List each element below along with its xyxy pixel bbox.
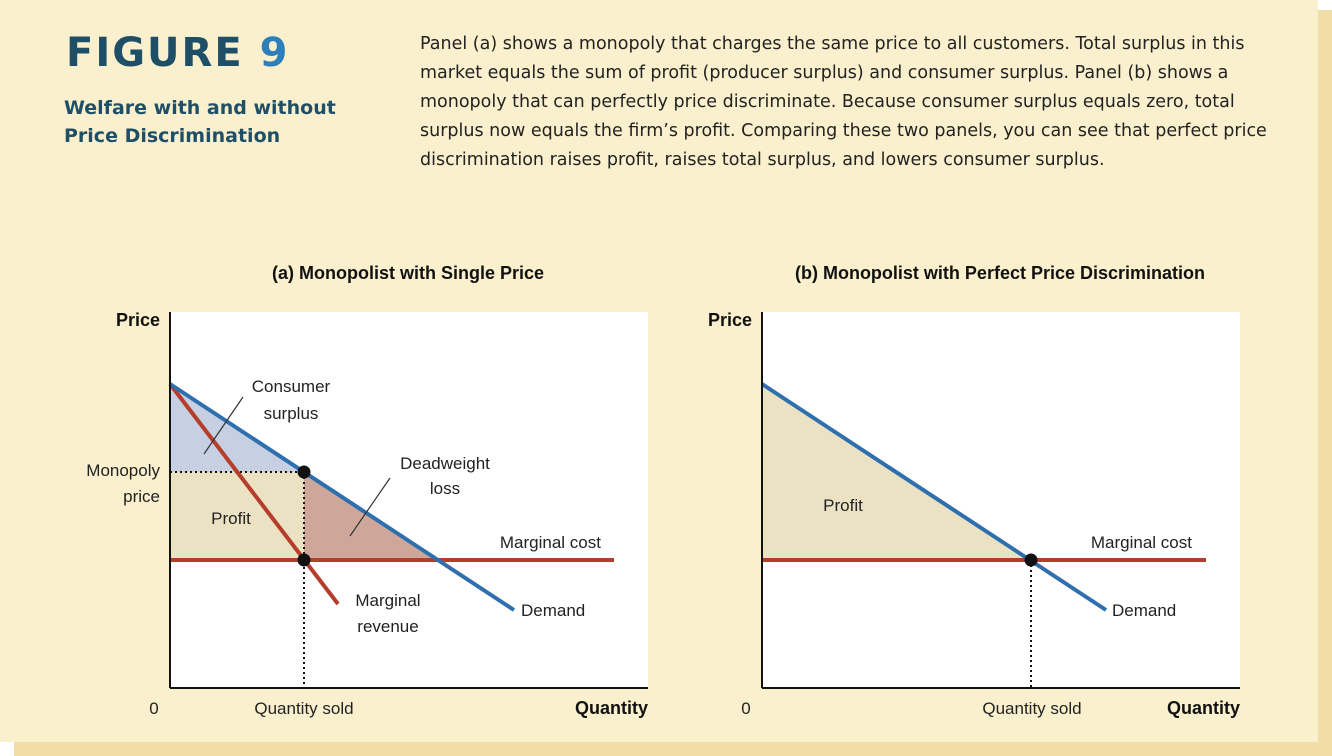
demand-line-b xyxy=(760,382,1108,612)
marginal-revenue-label-line2: revenue xyxy=(357,617,418,636)
demand-line-a xyxy=(168,382,516,612)
panel-a-quantity-sold-label: Quantity sold xyxy=(254,699,353,718)
panel-a-demand-label: Demand xyxy=(521,601,585,620)
panel-a-profit-label: Profit xyxy=(211,509,251,528)
panel-b-profit-label: Profit xyxy=(823,496,863,515)
panel-b-origin-label: 0 xyxy=(741,699,750,718)
panel-b-demand-label: Demand xyxy=(1112,601,1176,620)
panel-a-title: (a) Monopolist with Single Price xyxy=(272,263,544,283)
deadweight-loss-pointer xyxy=(349,477,391,537)
panel-b: (b) Monopolist with Perfect Price Discri… xyxy=(708,263,1240,718)
figure-label: FIGURE 9 xyxy=(66,30,289,76)
monopoly-price-label-line1: Monopoly xyxy=(86,461,160,480)
monopoly-point xyxy=(297,465,311,479)
monopoly-price-label-line2: price xyxy=(123,487,160,506)
deadweight-loss-label-line2: loss xyxy=(430,479,460,498)
panel-a-origin-label: 0 xyxy=(149,699,158,718)
profit-region-a xyxy=(170,472,304,560)
panel-b-title: (b) Monopolist with Perfect Price Discri… xyxy=(795,263,1205,283)
figure-number: 9 xyxy=(259,30,290,76)
consumer-surplus-label-line2: surplus xyxy=(264,404,319,423)
deadweight-loss-label-line1: Deadweight xyxy=(400,454,490,473)
panel-a-x-axis-label: Quantity xyxy=(575,698,648,718)
figure-label-word: FIGURE xyxy=(66,30,244,76)
figure-subtitle: Welfare with and without Price Discrimin… xyxy=(64,97,336,147)
price-discrimination-point xyxy=(1024,553,1038,567)
marginal-revenue-label-line1: Marginal xyxy=(355,591,420,610)
consumer-surplus-label-line1: Consumer xyxy=(252,377,331,396)
mr-mc-intersection-point xyxy=(297,553,311,567)
panel-b-marginal-cost-label: Marginal cost xyxy=(1091,533,1192,552)
marginal-revenue-line xyxy=(168,382,340,606)
panel-a-marginal-cost-label: Marginal cost xyxy=(500,533,601,552)
panel-a-y-axis-label: Price xyxy=(116,310,160,330)
figure-caption: Panel (a) shows a monopoly that charges … xyxy=(420,34,1267,170)
panel-a: (a) Monopolist with Single Price Price Q… xyxy=(86,263,648,718)
panel-b-y-axis-label: Price xyxy=(708,310,752,330)
panel-b-x-axis-label: Quantity xyxy=(1167,698,1240,718)
panel-b-quantity-sold-label: Quantity sold xyxy=(982,699,1081,718)
consumer-surplus-pointer xyxy=(203,396,244,455)
